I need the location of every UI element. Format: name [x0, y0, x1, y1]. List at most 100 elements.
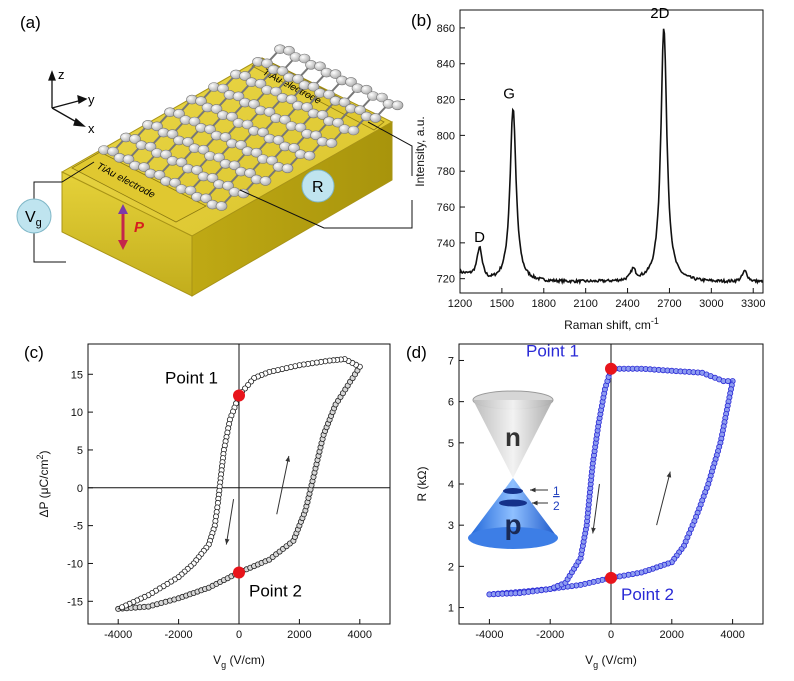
vg-sub: g [36, 217, 42, 229]
axis-y-label: y [88, 92, 95, 107]
carbon-atom [254, 78, 267, 89]
carbon-atom [250, 147, 263, 158]
x-tick-label: 2000 [287, 629, 311, 641]
carbon-atom [235, 140, 247, 150]
polarization-arrow: P [118, 204, 145, 250]
x-tick-label: 0 [608, 629, 614, 641]
level-2-band [499, 499, 527, 507]
carbon-atom [239, 71, 251, 81]
carbon-atom [310, 130, 322, 141]
y-axis-label: Intensity, a.u. [413, 116, 427, 186]
carbon-atom [107, 146, 119, 157]
x-axis-label: Vg (V/cm) [585, 653, 637, 670]
circuit-wires [33, 121, 413, 263]
y-tick-label: -10 [67, 558, 83, 570]
carbon-atom [169, 177, 181, 188]
carbon-atom [325, 138, 338, 148]
carbon-atom [175, 157, 188, 168]
cone-bottom-rim [468, 527, 558, 549]
sweep-up-arrow-head [666, 471, 672, 478]
carbon-atom [354, 105, 366, 115]
y-tick-label: 760 [437, 202, 455, 214]
vg-label: V [25, 209, 36, 226]
conduction-cone [473, 400, 553, 478]
carbon-atom [204, 124, 216, 135]
carbon-atom [285, 94, 298, 105]
level-2-arrow-head [532, 500, 538, 506]
axis-z-label: z [58, 67, 65, 82]
y-tick-label: -15 [67, 596, 83, 608]
carbon-atom [122, 154, 135, 165]
carbon-atom [226, 111, 238, 122]
y-tick-label: 15 [71, 369, 83, 381]
carbon-atom [173, 108, 185, 119]
level-2-label: 2 [553, 499, 560, 513]
carbon-atom [316, 110, 329, 120]
carbon-atom [219, 132, 232, 142]
x-axis-label: Raman shift, cm-1 [564, 316, 659, 332]
x-tick-label: 2000 [660, 629, 684, 641]
y-tick-label: 2 [448, 561, 454, 573]
x-tick-label: -2000 [165, 629, 193, 641]
level-1-arrow-head [530, 487, 536, 493]
carbon-atom [303, 150, 316, 161]
y-tick-label: 1 [448, 603, 454, 615]
point-2-marker [605, 571, 617, 584]
peak-label-2D: 2D [650, 5, 669, 22]
y-tick-label: 800 [437, 130, 455, 142]
sweep-down-arrow-head [591, 527, 596, 534]
dirac-cone-inset: n p 12 [468, 390, 560, 549]
chart-polarization: -4000 -2000 0 2000 4000 -15 -10 -5 0 5 10 15 Point 1… [35, 343, 391, 670]
carbon-atom [323, 89, 335, 100]
carbon-atom [338, 97, 351, 108]
carbon-atom [376, 92, 388, 103]
chart-raman: 1200 1500 1800 2100 2400 2700 3000 3300 720 740 76… [413, 5, 765, 332]
carbon-atom [244, 168, 256, 178]
carbon-atom [261, 58, 273, 69]
x-tick-label: -2000 [536, 629, 564, 641]
x-tick-label: 2400 [615, 298, 639, 310]
y-tick-label: 7 [448, 355, 454, 367]
point-1-label: Point 1 [526, 342, 579, 361]
graphene-lattice [98, 44, 404, 211]
point-2-label: Point 2 [621, 585, 674, 604]
carbon-atom [294, 122, 307, 133]
carbon-atom [215, 201, 228, 211]
svg-text:Vg: Vg [25, 209, 42, 229]
carbon-atom [292, 74, 304, 84]
carbon-atom [329, 69, 342, 79]
carbon-atom [166, 129, 179, 139]
sweep-up-arrow [276, 455, 290, 515]
carbon-atom [188, 116, 201, 127]
carbon-atom [332, 117, 344, 128]
upper-branch-marker [725, 378, 732, 385]
carbon-atom [307, 81, 320, 92]
y-tick-label: 5 [448, 438, 454, 450]
carbon-atom [266, 155, 278, 166]
carbon-atom [195, 96, 207, 106]
carbon-atom [345, 77, 357, 87]
x-tick-label: 2100 [573, 298, 597, 310]
carbon-atom [138, 162, 150, 172]
raman-spectrum [459, 28, 764, 286]
carbon-atom [283, 45, 295, 56]
carbon-atom [263, 107, 276, 117]
y-tick-label: 720 [437, 274, 455, 286]
sweep-down-arrow [225, 499, 235, 545]
panel-c: (c) -4000 -2000 0 2000 4000 -15 -10 -5 0 5 10 15 Poi… [24, 343, 391, 670]
carbon-atom [276, 66, 289, 76]
carbon-atom [369, 113, 382, 123]
x-tick-label: 3000 [699, 298, 723, 310]
carbon-atom [184, 185, 197, 196]
y-axis-label: ΔP (μC/cm2) [35, 450, 51, 517]
carbon-atom [232, 91, 245, 102]
upper-branch-marker [119, 604, 126, 611]
y-tick-label: 3 [448, 520, 454, 532]
point-1-marker [605, 362, 617, 375]
y-tick-label: 740 [437, 238, 455, 250]
carbon-atom [347, 125, 360, 136]
y-tick-label: 5 [77, 445, 83, 457]
carbon-atom [191, 165, 203, 175]
carbon-atom [217, 83, 229, 94]
y-tick-label: 820 [437, 95, 455, 107]
